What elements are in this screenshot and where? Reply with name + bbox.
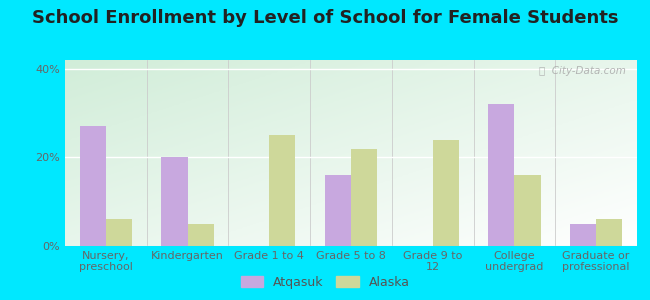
Bar: [161, 158, 188, 246]
Bar: [570, 224, 596, 246]
Bar: [488, 104, 514, 246]
Legend: Atqasuk, Alaska: Atqasuk, Alaska: [235, 271, 415, 294]
Bar: [596, 219, 622, 246]
Bar: [80, 126, 106, 246]
Text: ⓘ  City-Data.com: ⓘ City-Data.com: [539, 66, 625, 76]
Bar: [433, 140, 459, 246]
Bar: [188, 224, 214, 246]
Text: School Enrollment by Level of School for Female Students: School Enrollment by Level of School for…: [32, 9, 618, 27]
Bar: [514, 175, 541, 246]
Bar: [269, 135, 296, 246]
Bar: [325, 175, 351, 246]
Bar: [106, 219, 132, 246]
Bar: [351, 148, 377, 246]
